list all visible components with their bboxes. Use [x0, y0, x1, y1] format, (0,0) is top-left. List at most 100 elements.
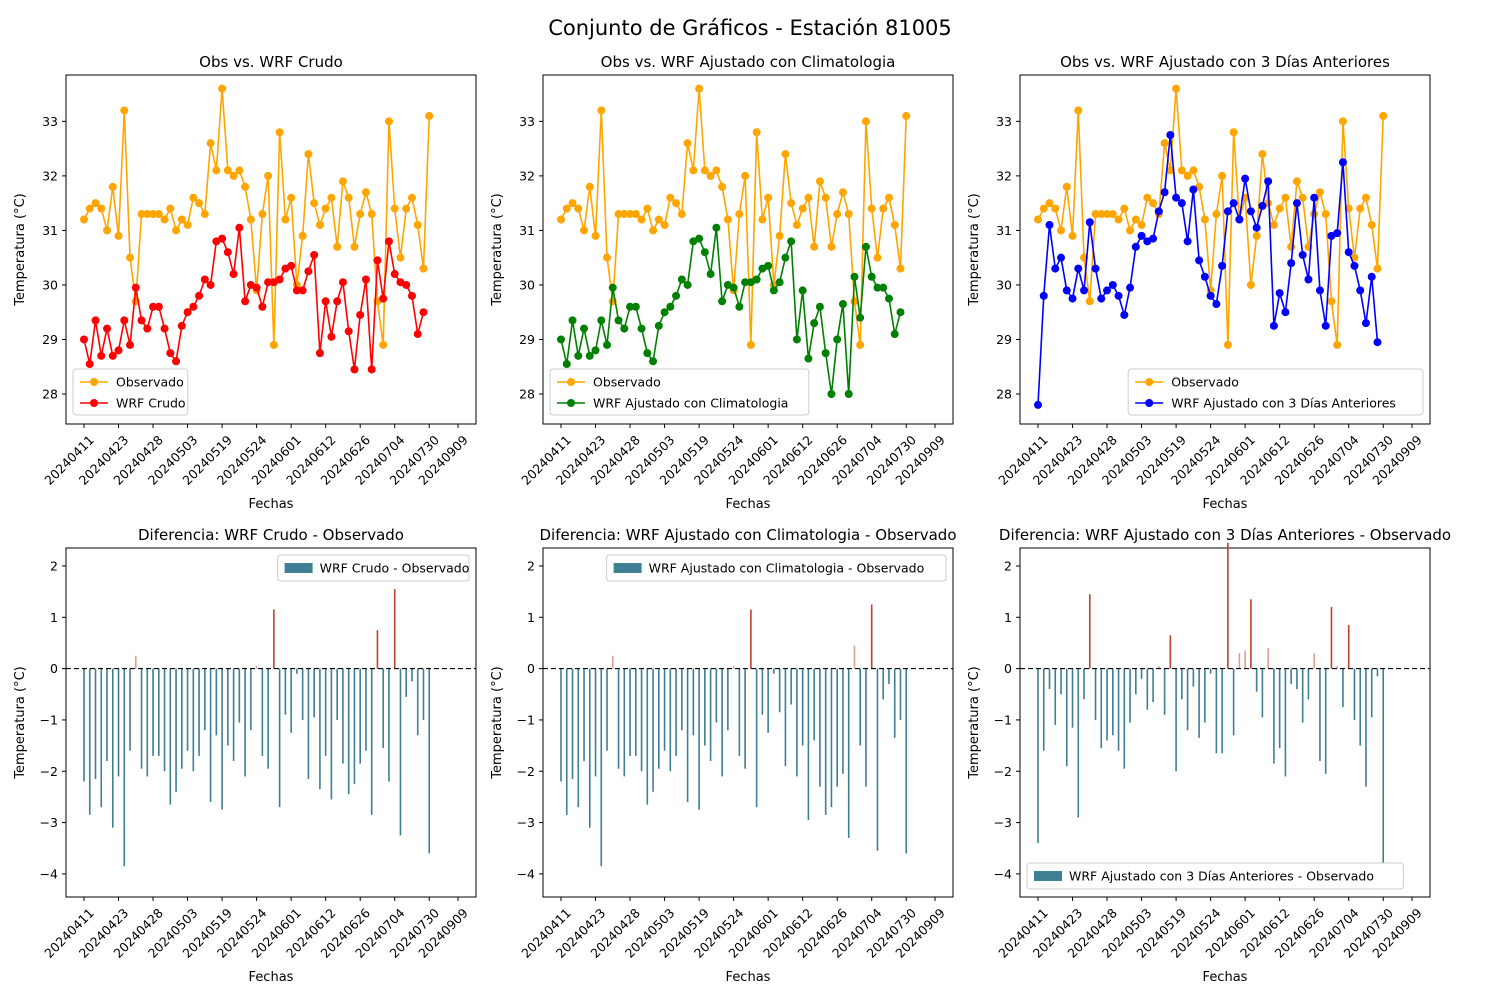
- bar: [899, 668, 902, 720]
- bar: [342, 668, 344, 764]
- axes-frame: [1019, 547, 1431, 898]
- bar: [744, 668, 746, 769]
- y-tick-label: −4: [40, 866, 58, 881]
- data-point: [1321, 321, 1330, 330]
- data-point: [769, 286, 778, 295]
- bar: [88, 668, 91, 815]
- legend-label: WRF Ajustado con 3 Días Anteriores - Obs…: [1069, 869, 1374, 884]
- bar: [600, 668, 603, 867]
- bar: [353, 668, 356, 785]
- data-point: [902, 111, 911, 120]
- bar: [1158, 666, 1160, 669]
- data-point: [1252, 223, 1261, 232]
- data-point: [620, 324, 629, 333]
- bar: [1054, 668, 1057, 726]
- legend-label: WRF Crudo - Observado: [320, 561, 470, 576]
- data-point: [867, 272, 876, 281]
- bar: [209, 668, 212, 803]
- figure-title: Conjunto de Gráficos - Estación 81005: [548, 16, 952, 40]
- data-point: [890, 330, 899, 339]
- data-point: [275, 128, 284, 137]
- data-point: [1304, 275, 1313, 284]
- data-point: [1200, 215, 1209, 224]
- data-point: [321, 297, 330, 306]
- bar: [1244, 650, 1246, 669]
- y-tick-label: 2: [1004, 558, 1012, 573]
- bar: [853, 645, 856, 669]
- bar: [204, 668, 206, 731]
- bar: [1071, 668, 1074, 728]
- data-point: [160, 324, 169, 333]
- bar: [1106, 668, 1108, 741]
- legend-marker: [90, 378, 98, 386]
- bar: [606, 668, 608, 751]
- data-point: [1281, 193, 1290, 202]
- legend-label: WRF Ajustado con 3 Días Anteriores: [1171, 396, 1396, 411]
- chart-title: Obs vs. WRF Ajustado con 3 Días Anterior…: [1060, 53, 1390, 71]
- bar: [129, 668, 131, 751]
- bar: [232, 668, 235, 761]
- data-point: [85, 360, 94, 369]
- bar: [1163, 668, 1166, 715]
- bar: [669, 668, 672, 772]
- data-point: [1068, 294, 1077, 303]
- data-point: [781, 253, 790, 262]
- y-tick-label: −3: [40, 815, 58, 830]
- bar: [709, 668, 712, 761]
- chart-panel-6: Diferencia: WRF Ajustado con 3 Días Ante…: [967, 526, 1451, 985]
- bar: [215, 668, 218, 736]
- legend-marker: [1145, 378, 1154, 386]
- bar: [290, 668, 292, 733]
- data-point: [1229, 128, 1238, 137]
- bar: [1267, 648, 1269, 669]
- data-point: [1310, 210, 1319, 219]
- data-point: [1218, 171, 1227, 180]
- data-point: [1246, 207, 1255, 216]
- bar: [1376, 668, 1379, 677]
- y-tick-label: 28: [996, 387, 1012, 402]
- data-point: [781, 150, 790, 159]
- y-tick-label: −3: [994, 815, 1012, 830]
- bar: [169, 668, 172, 805]
- data-point: [137, 316, 146, 325]
- data-point: [884, 294, 893, 303]
- bar: [1198, 668, 1200, 738]
- bar: [796, 668, 798, 777]
- data-point: [1183, 171, 1192, 180]
- axes-frame: [65, 547, 477, 898]
- data-point: [103, 324, 112, 333]
- legend: Observado WRF Ajustado con 3 Días Anterio…: [1127, 368, 1424, 416]
- y-tick-label: 30: [42, 277, 58, 292]
- data-point: [1097, 210, 1106, 219]
- data-point: [1039, 204, 1048, 213]
- data-point: [172, 226, 181, 235]
- data-point: [177, 321, 186, 330]
- data-point: [1143, 193, 1152, 202]
- y-tick-label: 0: [1004, 661, 1012, 676]
- data-point: [310, 250, 319, 259]
- data-point: [1091, 264, 1100, 273]
- bar: [1365, 668, 1367, 787]
- data-point: [1212, 300, 1221, 309]
- data-point: [384, 237, 393, 246]
- bar: [1077, 668, 1080, 818]
- data-point: [338, 278, 347, 287]
- data-point: [350, 242, 359, 251]
- bar: [836, 668, 838, 787]
- bar: [347, 668, 350, 795]
- data-point: [97, 204, 106, 213]
- legend-label: WRF Ajustado con Climatologia: [593, 396, 788, 411]
- bar: [807, 668, 810, 821]
- bar: [727, 668, 729, 731]
- bar: [588, 668, 591, 828]
- data-point: [298, 231, 307, 240]
- y-tick-label: −3: [517, 815, 535, 830]
- y-axis-label: Temperatura (°C): [967, 666, 982, 779]
- data-point: [183, 308, 192, 317]
- data-point: [585, 182, 594, 191]
- data-point: [1189, 185, 1198, 194]
- data-point: [212, 166, 221, 175]
- legend: WRF Crudo - Observado: [277, 554, 470, 582]
- data-point: [1379, 111, 1388, 120]
